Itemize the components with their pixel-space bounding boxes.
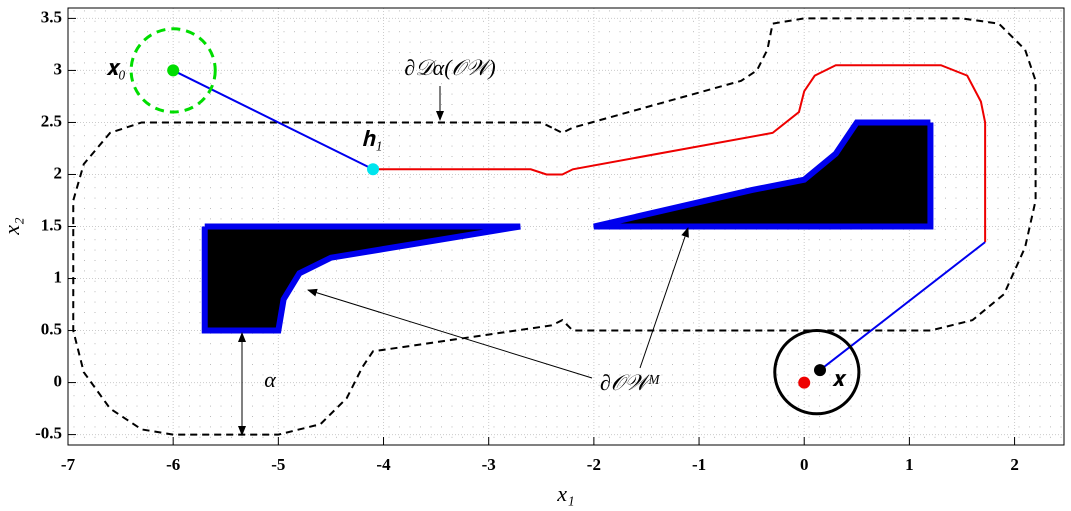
x-tick-label: -6 (166, 455, 180, 474)
arrow (639, 227, 689, 369)
annotation: ∂𝒪𝒲ᴹ (600, 370, 661, 395)
y-tick-label: 1 (54, 267, 63, 286)
y-tick-label: -0.5 (35, 424, 62, 443)
y-tick-label: 3 (54, 59, 63, 78)
x-tick-label: -4 (376, 455, 391, 474)
path-line (72, 17, 1037, 436)
annotation: α (264, 367, 276, 392)
x-axis-label: x₁ (556, 481, 574, 506)
point (167, 64, 180, 77)
y-tick-label: 1.5 (41, 215, 62, 234)
x-tick-label: -1 (692, 455, 706, 474)
radius-circle (129, 27, 217, 114)
y-axis-label: x₂ (0, 217, 24, 236)
point (813, 364, 826, 377)
plot-frame (67, 7, 1065, 446)
annotation: ∂𝒟α(𝒪𝒲) (404, 55, 496, 80)
path-line (373, 64, 987, 243)
y-tick-label: 2.5 (41, 111, 62, 130)
y-tick-label: 2 (54, 163, 63, 182)
arrow (307, 288, 593, 379)
x-tick-label: -2 (587, 455, 601, 474)
annotation: 𝐡₁ (362, 126, 383, 151)
path-line (819, 241, 986, 371)
y-tick-label: 0.5 (41, 319, 62, 338)
x-tick-label: 0 (800, 455, 809, 474)
y-tick-label: 3.5 (41, 7, 62, 26)
y-tick-label: 0 (54, 371, 63, 390)
point (367, 163, 380, 176)
annotation: 𝒪₂ (885, 160, 907, 185)
radius-circle (773, 329, 861, 416)
obstacle (201, 223, 521, 334)
x-tick-label: -3 (482, 455, 496, 474)
x-tick-label: -5 (271, 455, 285, 474)
annotation: 𝐱 (832, 366, 847, 391)
x-tick-label: -7 (61, 455, 76, 474)
obstacle (593, 119, 934, 230)
x-tick-label: 2 (1010, 455, 1019, 474)
x-tick-label: 1 (905, 455, 914, 474)
path-line (172, 69, 374, 171)
point (798, 376, 811, 389)
annotation: 𝒪₁ (239, 264, 261, 289)
annotation: 𝐱₀ (106, 55, 126, 80)
